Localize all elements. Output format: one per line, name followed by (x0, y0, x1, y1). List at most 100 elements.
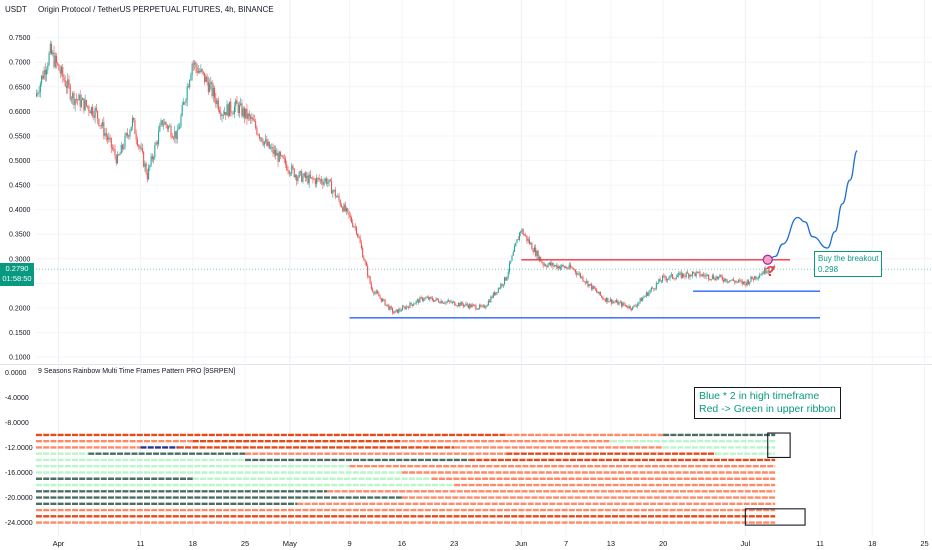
candle-body (185, 99, 187, 103)
candle-body (294, 175, 297, 178)
candle-body (251, 117, 253, 120)
candle-body (281, 155, 283, 157)
candle-body (174, 131, 176, 138)
candle-body (729, 280, 731, 282)
candle-body (424, 297, 426, 300)
candle-body (384, 299, 386, 306)
candle-body (545, 264, 547, 267)
candle-body (43, 69, 45, 79)
candle-body (642, 297, 644, 302)
candle-body (357, 233, 359, 237)
candle-body (633, 305, 635, 307)
candle-body (467, 305, 469, 308)
y-tick-label: -24.0000 (5, 520, 33, 527)
candle-body (189, 80, 191, 88)
x-tick-label: 11 (816, 539, 824, 548)
candle-body (694, 272, 696, 277)
candle-body (165, 122, 167, 126)
candle-body (134, 120, 136, 134)
candle-body (696, 271, 698, 273)
candle-body (497, 288, 499, 293)
candle-body (292, 165, 294, 169)
candle-body (624, 304, 626, 306)
candle-body (611, 299, 613, 304)
candle-body (653, 288, 655, 290)
candle-body (635, 305, 637, 307)
candle-body (771, 268, 773, 272)
candle-body (396, 309, 399, 313)
candle-body (253, 120, 255, 122)
candle-body (480, 304, 482, 307)
note-box: Blue * 2 in high timeframe Red -> Green … (694, 387, 841, 419)
candle-body (276, 153, 278, 156)
x-tick-label: 16 (398, 539, 406, 548)
candle-body (563, 266, 565, 268)
candle-body (736, 281, 738, 283)
candle-body (643, 296, 645, 298)
candle-body (145, 163, 147, 174)
candle-body (360, 242, 362, 248)
candle-body (121, 144, 124, 149)
candle-body (431, 297, 433, 301)
candle-body (47, 65, 49, 70)
candle-body (727, 281, 730, 283)
candle-body (158, 131, 160, 144)
candle-body (420, 297, 422, 299)
candle-body (108, 137, 110, 140)
candle-body (197, 71, 199, 73)
candle-body (699, 271, 701, 277)
candle-body (495, 292, 497, 296)
candle-series (36, 40, 776, 315)
candle-body (398, 309, 400, 313)
candle-body (358, 236, 360, 238)
candle-body (531, 243, 533, 250)
candle-body (622, 302, 624, 307)
x-tick-label: 18 (189, 539, 197, 548)
candle-body (724, 278, 726, 282)
candle-body (54, 55, 56, 67)
candle-body (141, 147, 143, 152)
x-tick-label: Apr (53, 539, 65, 548)
candle-body (255, 121, 257, 128)
candle-body (716, 276, 718, 279)
candle-body (466, 303, 468, 306)
candle-body (443, 302, 445, 304)
candle-body (319, 179, 321, 181)
candle-body (129, 131, 131, 137)
y-tick-label: -16.0000 (5, 470, 33, 477)
candle-body (492, 292, 494, 298)
candle-body (223, 112, 226, 115)
candle-body (288, 170, 290, 174)
candle-body (195, 62, 197, 68)
candle-body (103, 122, 105, 136)
candle-body (659, 279, 661, 282)
candle-body (403, 306, 405, 308)
candle-body (494, 292, 496, 296)
candle-body (619, 301, 621, 303)
candle-body (373, 291, 375, 294)
candle-body (538, 256, 540, 260)
candle-body (632, 306, 634, 310)
candle-body (681, 273, 684, 278)
candle-body (767, 270, 769, 273)
candle-body (482, 305, 484, 307)
candle-body (277, 153, 279, 162)
candle-body (75, 99, 77, 100)
candle-body (614, 301, 616, 303)
candle-body (485, 306, 487, 308)
candle-body (58, 64, 60, 71)
candle-body (454, 301, 456, 306)
candle-body (383, 299, 385, 300)
candle-body (82, 98, 84, 100)
y-tick-label: 0.7500 (9, 35, 31, 42)
candle-body (523, 234, 525, 236)
candle-body (577, 273, 579, 275)
candle-body (245, 108, 247, 118)
candle-body (343, 204, 345, 212)
candle-body (128, 135, 130, 137)
candle-body (521, 229, 523, 232)
candle-body (436, 298, 438, 300)
candle-body (332, 190, 334, 194)
candle-body (553, 265, 555, 267)
